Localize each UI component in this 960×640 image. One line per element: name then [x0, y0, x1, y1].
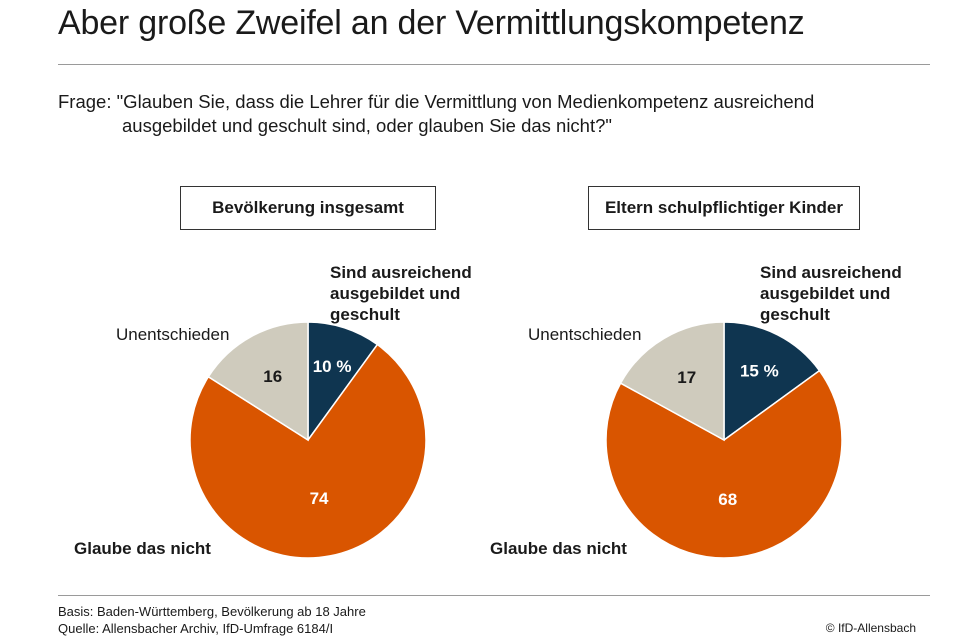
- pie-1-slice-unentschieden: [207, 321, 309, 442]
- pie-2-slice-ausreichend: [723, 321, 821, 442]
- footer-quelle: Quelle: Allensbacher Archiv, IfD-Umfrage…: [58, 621, 334, 636]
- pie-2-value-unentschieden: 17: [677, 368, 696, 387]
- pie-1-label-ausreichend: Sind ausreichend ausgebildet und geschul…: [330, 263, 472, 324]
- footer-basis: Basis: Baden-Württemberg, Bevölkerung ab…: [58, 604, 366, 619]
- footer-divider: [58, 595, 930, 596]
- title-divider: [58, 64, 930, 65]
- pie-2-title: Eltern schulpflichtiger Kinder: [604, 198, 844, 217]
- pie-1-title-box: Bevölkerung insgesamt: [180, 186, 436, 230]
- pie-1-slice-ausreichend: [307, 321, 379, 443]
- pie-2-value-ausreichend: 15 %: [740, 362, 779, 381]
- pie-2-label-ausreichend: Sind ausreichend ausgebildet und geschul…: [760, 263, 902, 324]
- question-prefix: Frage:: [58, 91, 112, 112]
- pie-chart-bevoelkerung: 10 % 74 16: [189, 321, 427, 559]
- pie-2-title-box: Eltern schulpflichtiger Kinder: [588, 186, 860, 230]
- survey-question: Frage: "Glauben Sie, dass die Lehrer für…: [58, 90, 814, 138]
- pie-1-label-unentschieden: Unentschieden: [116, 325, 230, 344]
- pie-2-label-unentschieden: Unentschieden: [528, 325, 642, 344]
- footer-credit: © IfD-Allensbach: [825, 621, 916, 635]
- pie-1-label-nicht: Glaube das nicht: [74, 539, 211, 558]
- pie-2-value-nicht: 68: [718, 490, 737, 509]
- question-line-1: "Glauben Sie, dass die Lehrer für die Ve…: [116, 91, 815, 112]
- question-line-2: ausgebildet und geschult sind, oder glau…: [122, 115, 612, 136]
- pie-1-slice-nicht: [189, 343, 427, 559]
- pie-1-value-nicht: 74: [310, 489, 329, 508]
- pie-2-slice-nicht: [605, 369, 843, 559]
- chart-title: Aber große Zweifel an der Vermittlungsko…: [58, 4, 805, 42]
- pie-chart-eltern: 15 % 68 17: [605, 321, 843, 559]
- pie-1-title: Bevölkerung insgesamt: [212, 198, 404, 217]
- pie-1-value-unentschieden: 16: [263, 367, 282, 386]
- pie-2-label-nicht: Glaube das nicht: [490, 539, 627, 558]
- footer-notes: Basis: Baden-Württemberg, Bevölkerung ab…: [58, 603, 366, 637]
- pie-2-slice-unentschieden: [619, 321, 725, 442]
- pie-1-value-ausreichend: 10 %: [313, 357, 352, 376]
